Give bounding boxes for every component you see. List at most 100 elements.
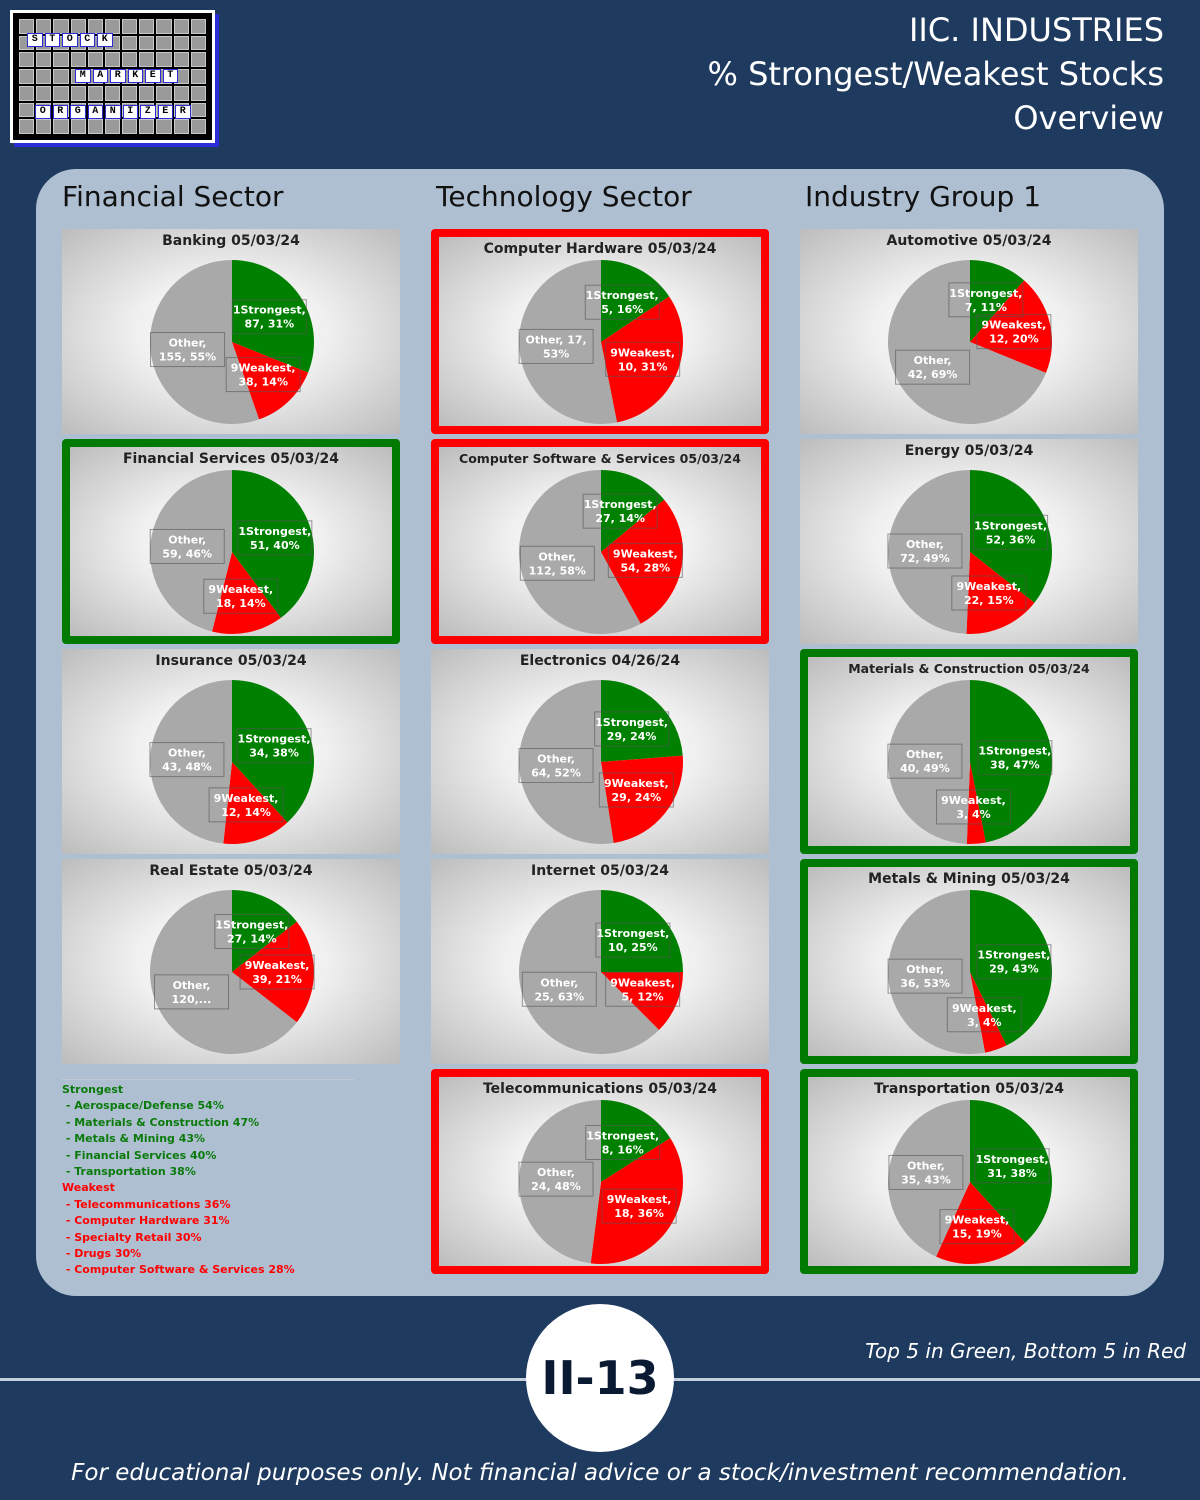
data-label-box: [977, 740, 1053, 776]
data-label: Other, 43, 48%: [162, 747, 212, 774]
data-label: Other, 24, 48%: [531, 1166, 581, 1193]
data-label-box: [239, 954, 315, 990]
data-label: Other, 120,...: [172, 979, 212, 1006]
pie-slice-1strongest: [601, 890, 683, 972]
data-label-box: [203, 578, 279, 614]
logo-tile: [173, 119, 189, 134]
strongest-item: - Materials & Construction 47%: [62, 1115, 260, 1129]
strongest-item: - Financial Services 40%: [62, 1148, 217, 1162]
data-label: 1Strongest, 34, 38%: [238, 733, 311, 760]
logo-tile: [156, 19, 172, 34]
logo-letter: A: [92, 69, 108, 83]
logo-tile: [36, 85, 52, 101]
logo-tile: [104, 85, 121, 101]
logo-tile: [139, 19, 155, 34]
strongest-heading: Strongest: [62, 1083, 124, 1096]
data-label: 1Strongest, 7, 11%: [949, 287, 1022, 314]
pie-slice-other: [150, 260, 260, 424]
data-label-box: [518, 328, 594, 364]
data-label-box: [150, 332, 226, 368]
data-label: 1Strongest, 5, 16%: [586, 289, 659, 316]
pie-slice-1strongest: [970, 890, 1052, 1046]
column-heading-financial: Financial Sector: [62, 180, 284, 213]
data-label-box: [582, 493, 658, 529]
data-label-box: [521, 971, 597, 1007]
chart-title: Computer Software & Services 05/03/24: [459, 451, 741, 466]
title-line-1: IIC. INDUSTRIES: [908, 11, 1164, 49]
logo-tile: [156, 119, 172, 134]
data-label-box: [601, 1188, 677, 1224]
data-label-box: [518, 1161, 594, 1197]
pie-slice-1strongest: [601, 680, 683, 762]
chart-title: Computer Hardware 05/03/24: [483, 241, 717, 257]
data-label: 9Weakest, 5, 12%: [610, 976, 675, 1003]
data-label-box: [948, 282, 1024, 318]
logo-tile: [122, 119, 138, 134]
logo-tile: [156, 35, 172, 51]
data-label: 9Weakest, 39, 21%: [245, 959, 310, 986]
logo-tile: [122, 85, 138, 101]
data-label: Other, 64, 52%: [531, 752, 581, 779]
logo-tile: [87, 52, 103, 68]
pie-slice-1strongest: [601, 470, 665, 552]
logo-tile: [190, 69, 206, 84]
page-title: IIC. INDUSTRIES % Strongest/Weakest Stoc…: [707, 8, 1164, 140]
logo-tile: [173, 52, 189, 68]
logo-letter: E: [157, 105, 173, 119]
pie-slice-other: [150, 680, 232, 844]
data-label: 9Weakest, 12, 14%: [214, 792, 279, 819]
chart-title: Transportation 05/03/24: [874, 1081, 1064, 1097]
pie-chart-card: Computer Software & Services 05/03/24 1St…: [431, 439, 769, 644]
logo-tile: [190, 19, 206, 34]
title-line-3: Overview: [1013, 99, 1164, 137]
logo-tile: [53, 119, 69, 134]
strongest-item: - Metals & Mining 43%: [62, 1132, 206, 1146]
disclaimer: For educational purposes only. Not finan…: [71, 1460, 1129, 1486]
pie-slice-1strongest: [232, 680, 314, 823]
data-label: 9Weakest, 22, 15%: [956, 580, 1021, 607]
chart-title: Materials & Construction 05/03/24: [848, 661, 1090, 676]
pie-slice-9weakest: [232, 342, 309, 420]
data-label-box: [585, 1124, 661, 1160]
data-label: Other, 17, 53%: [526, 333, 587, 360]
pie-chart-card: Metals & Mining 05/03/24 1Strongest, 29, 4…: [800, 859, 1138, 1064]
logo-letter: T: [162, 69, 178, 83]
logo-tile: [19, 85, 35, 101]
pie-slice-9weakest: [223, 762, 288, 844]
logo-letter: R: [52, 105, 68, 119]
data-label: Other, 72, 49%: [900, 538, 950, 565]
pie-slice-9weakest: [601, 499, 683, 624]
data-label-box: [976, 314, 1052, 350]
pie-chart: 1Strongest, 29, 24% 9Weakest, 29, 24% Other,…: [518, 680, 683, 844]
logo-tile: [104, 19, 121, 34]
logo-tile: [104, 52, 121, 68]
data-label-box: [149, 742, 225, 778]
data-label: 1Strongest, 29, 24%: [595, 716, 668, 743]
pie-chart: 1Strongest, 34, 38% 9Weakest, 12, 14%Other,…: [149, 680, 314, 844]
pie-slice-1strongest: [601, 260, 670, 342]
logo-tile: [139, 119, 155, 134]
data-label-box: [214, 914, 290, 950]
pie-slice-other: [518, 1100, 601, 1264]
logo-tile: [122, 35, 138, 51]
data-label-box: [974, 1148, 1050, 1184]
pie-slice-9weakest: [601, 755, 683, 844]
data-label-box: [887, 533, 963, 569]
data-label: 1Strongest, 8, 16%: [586, 1129, 659, 1156]
data-label: 1Strongest, 52, 36%: [974, 519, 1047, 546]
logo-letter: M: [75, 69, 91, 83]
pie-chart-card: Energy 05/03/24 1Strongest, 52, 36% 9Weakes…: [800, 439, 1138, 644]
chart-title: Real Estate 05/03/24: [149, 863, 313, 879]
weakest-item: - Specialty Retail 30%: [62, 1230, 202, 1244]
pie-chart-card: Telecommunications 05/03/24 1Strongest, 8,…: [431, 1069, 769, 1274]
logo-tile: [19, 19, 35, 34]
pie-slice-other: [888, 470, 970, 634]
pie-chart-card: Internet 05/03/24 1Strongest, 10, 25% 9Weak…: [431, 859, 769, 1064]
data-label-box: [887, 958, 963, 994]
logo-letter: S: [27, 33, 43, 47]
pie-slice-1strongest: [970, 1100, 1052, 1243]
data-label: Other, 25, 63%: [535, 976, 585, 1003]
pie-slice-9weakest: [590, 1138, 683, 1264]
logo-letter: K: [97, 33, 113, 47]
logo-letter: K: [127, 69, 143, 83]
